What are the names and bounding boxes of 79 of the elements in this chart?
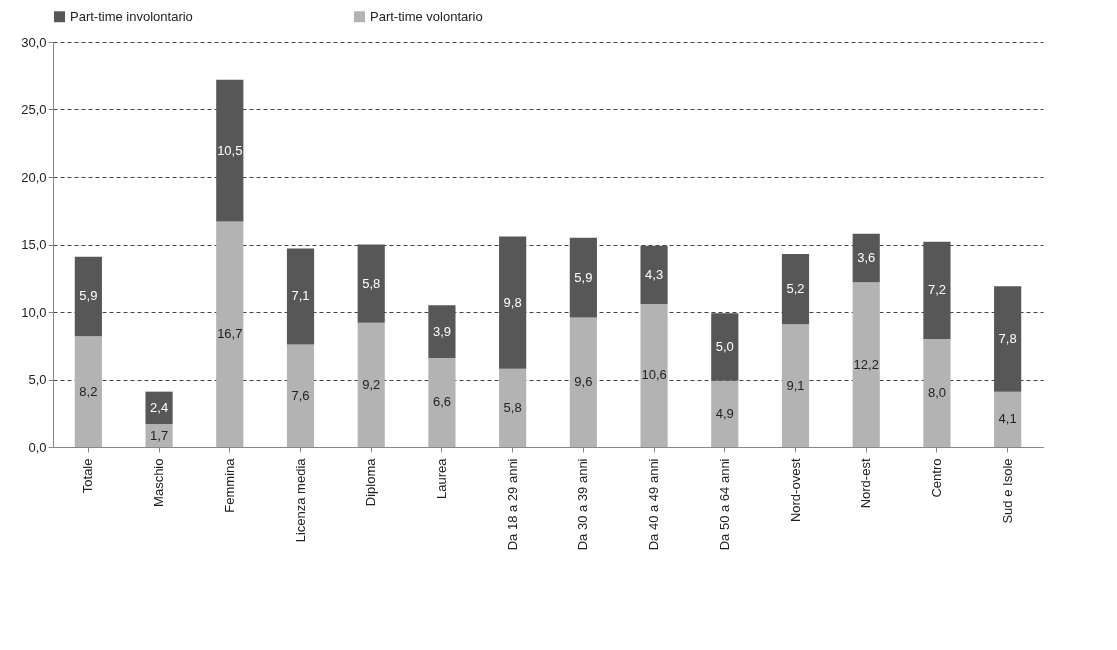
- data-label: 9,1: [786, 377, 805, 393]
- x-tick-label: Sud e Isole: [999, 458, 1015, 524]
- data-label: 5,8: [362, 275, 381, 291]
- data-label: 4,1: [998, 411, 1017, 427]
- x-tick-label: Licenza media: [292, 457, 308, 543]
- bar: [428, 305, 456, 358]
- y-tick-label: 5,0: [28, 372, 47, 387]
- data-label: 9,2: [362, 376, 381, 392]
- bar: [852, 233, 880, 283]
- y-tick-label: 30,0: [21, 34, 47, 50]
- bar: [923, 339, 951, 447]
- data-label: 2,4: [150, 399, 169, 415]
- bar: [145, 391, 173, 425]
- x-tick-label: Centro: [928, 458, 944, 498]
- x-tick-label: Diploma: [363, 457, 379, 507]
- x-tick-label: Nord-ovest: [787, 458, 803, 523]
- data-label: 3,9: [432, 323, 451, 339]
- data-label: 4,3: [645, 266, 664, 282]
- data-label: 7,1: [291, 288, 310, 304]
- bar: [852, 282, 880, 447]
- y-tick-label: 10,0: [21, 304, 47, 320]
- bar: [499, 236, 527, 369]
- x-tick-label: Femmina: [221, 457, 237, 513]
- data-label: 7,8: [998, 331, 1017, 346]
- bar: [428, 357, 456, 447]
- data-label: 1,7: [150, 427, 169, 443]
- data-label: 8,2: [79, 383, 98, 399]
- x-tick-label: Da 30 a 39 anni: [575, 458, 591, 551]
- data-label: 9,8: [503, 294, 522, 310]
- data-label: 4,9: [715, 405, 734, 421]
- bar: [286, 248, 315, 345]
- bar: [994, 391, 1022, 447]
- bar: [357, 244, 385, 323]
- legend-label: Part-time volontario: [370, 8, 483, 24]
- data-label: 10,5: [217, 142, 243, 158]
- x-tick-label: Totale: [80, 458, 96, 494]
- data-label: 9,6: [574, 374, 593, 390]
- bar: [781, 324, 810, 447]
- data-label: 7,2: [927, 282, 946, 298]
- data-label: 5,9: [79, 288, 98, 304]
- y-tick-label: 20,0: [21, 169, 47, 185]
- data-label: 10,6: [641, 367, 667, 383]
- data-label: 5,2: [786, 281, 805, 297]
- bar: [74, 336, 102, 447]
- bar: [569, 317, 597, 447]
- x-tick-label: Nord-est: [858, 458, 874, 509]
- data-label: 12,2: [853, 356, 879, 372]
- bar: [216, 79, 244, 222]
- bar: [357, 322, 385, 447]
- y-tick-label: 25,0: [21, 102, 47, 117]
- bar: [499, 368, 527, 447]
- data-label: 5,0: [715, 339, 734, 355]
- bar: [711, 313, 739, 381]
- bar: [286, 344, 315, 447]
- x-tick-label: Maschio: [151, 458, 167, 507]
- data-label: 5,9: [574, 269, 593, 285]
- y-tick-label: 15,0: [21, 237, 47, 252]
- data-label: 5,8: [503, 399, 522, 415]
- bar: [923, 241, 951, 339]
- bar: [994, 286, 1022, 392]
- bar: [781, 253, 810, 325]
- bar: [74, 256, 102, 337]
- legend-label: Part-time involontario: [70, 8, 193, 24]
- x-tick-label: Da 40 a 49 anni: [646, 458, 662, 551]
- y-tick-label: 0,0: [28, 439, 47, 455]
- x-tick-label: Da 50 a 64 anni: [716, 458, 732, 551]
- bar: [216, 221, 244, 447]
- data-label: 6,6: [432, 394, 451, 410]
- bar: [569, 237, 597, 318]
- bar: [640, 245, 668, 304]
- bar: [640, 303, 668, 447]
- data-label: 8,0: [927, 385, 946, 400]
- x-tick-label: Laurea: [433, 457, 449, 499]
- x-tick-label: Da 18 a 29 anni: [504, 458, 520, 551]
- data-label: 16,7: [217, 326, 243, 342]
- data-label: 3,6: [857, 250, 876, 265]
- bar: [711, 380, 739, 447]
- bar: [145, 424, 173, 447]
- data-label: 7,6: [291, 387, 310, 403]
